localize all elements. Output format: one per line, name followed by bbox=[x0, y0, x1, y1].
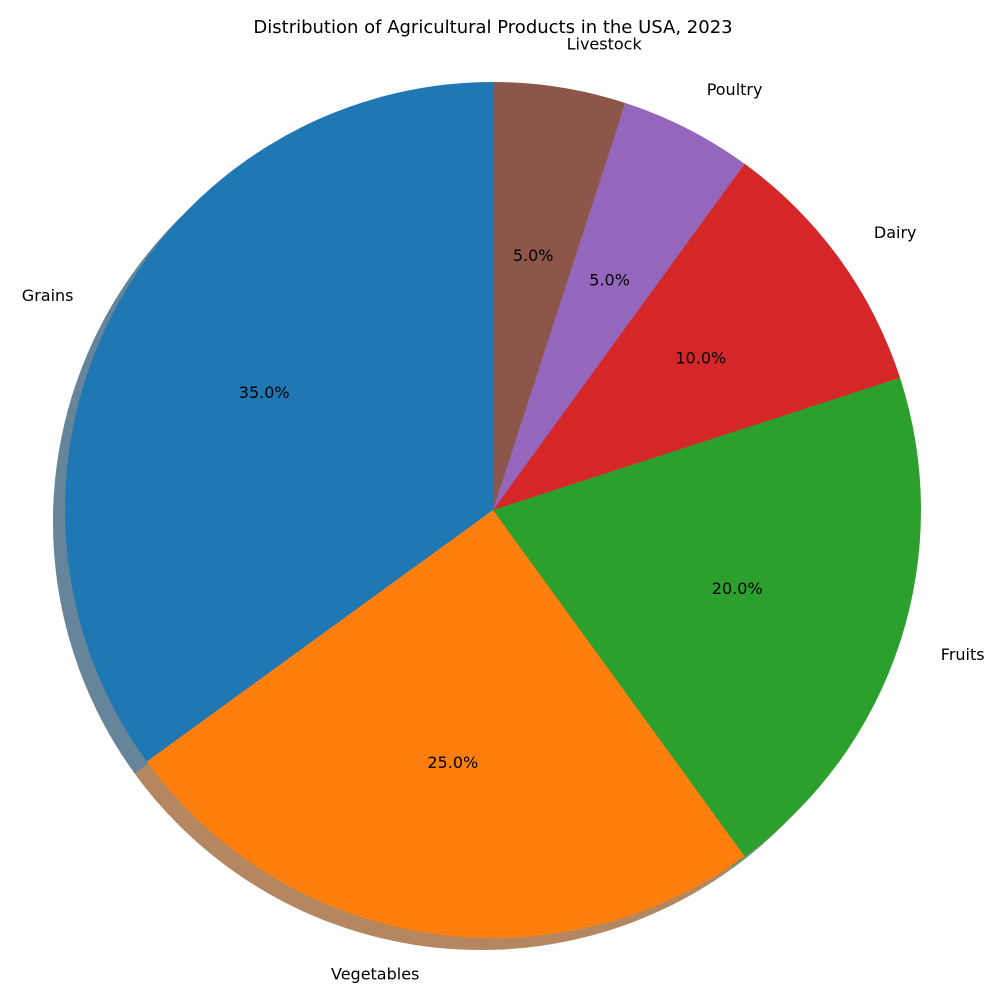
percent-label-vegetables: 25.0% bbox=[427, 753, 478, 772]
percent-label-grains: 35.0% bbox=[239, 383, 290, 402]
wedge-livestock bbox=[493, 82, 626, 510]
percent-label-livestock: 5.0% bbox=[513, 246, 554, 265]
wedge-vegetables bbox=[146, 510, 745, 938]
wedge-dairy bbox=[493, 163, 901, 511]
category-label-vegetables: Vegetables bbox=[331, 965, 419, 984]
category-label-grains: Grains bbox=[22, 286, 74, 305]
chart-title: Distribution of Agricultural Products in… bbox=[253, 17, 732, 38]
percent-label-fruits: 20.0% bbox=[712, 579, 763, 598]
wedge-fruits bbox=[493, 377, 921, 857]
category-label-dairy: Dairy bbox=[874, 223, 917, 242]
wedge-grains bbox=[65, 82, 493, 762]
category-label-livestock: Livestock bbox=[567, 35, 643, 54]
pie-wedges bbox=[65, 82, 921, 938]
category-label-fruits: Fruits bbox=[941, 645, 985, 664]
percent-label-dairy: 10.0% bbox=[675, 349, 726, 368]
pie-labels: Grains 35.0% Vegetables 25.0% Fruits 20.0% Dai… bbox=[22, 35, 985, 984]
category-label-poultry: Poultry bbox=[707, 80, 763, 99]
percent-label-poultry: 5.0% bbox=[589, 271, 630, 290]
wedge-poultry bbox=[493, 102, 745, 510]
